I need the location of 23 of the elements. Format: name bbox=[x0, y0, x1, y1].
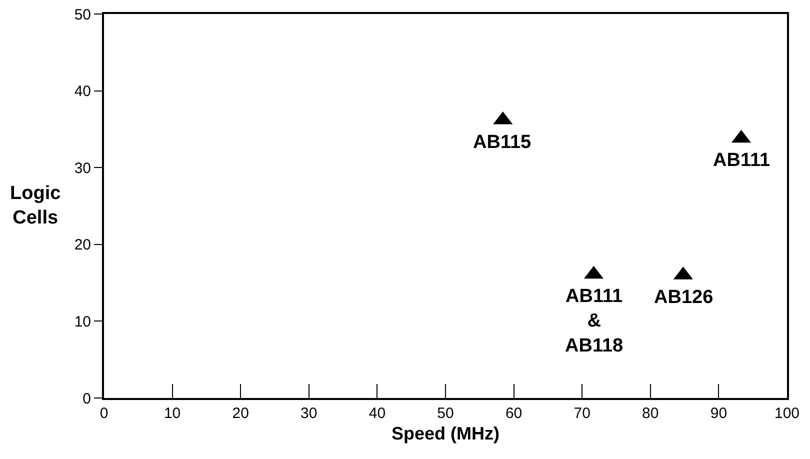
annotation: AB115 bbox=[473, 132, 532, 153]
y-tick-label: 20 bbox=[74, 236, 91, 254]
x-tick-label: 50 bbox=[437, 405, 454, 422]
y-axis-title: Logic Cells bbox=[10, 183, 62, 229]
x-tick-label: 100 bbox=[774, 405, 800, 422]
y-tick-label: 10 bbox=[74, 313, 91, 330]
x-tick-label: 80 bbox=[642, 405, 659, 422]
x-axis-title: Speed (MHz) bbox=[392, 424, 500, 444]
x-tick-label: 10 bbox=[164, 405, 181, 422]
y-tick-label: 40 bbox=[74, 83, 91, 100]
x-tick-label: 70 bbox=[574, 405, 590, 422]
y-tick-label: 30 bbox=[74, 160, 91, 177]
x-tick-label: 90 bbox=[710, 405, 728, 422]
x-tick-label: 40 bbox=[368, 405, 386, 422]
x-tick-label: 20 bbox=[232, 405, 249, 422]
x-tick-label: 0 bbox=[100, 405, 108, 422]
x-tick-label: 30 bbox=[300, 405, 318, 422]
annotation: AB111 bbox=[713, 150, 770, 171]
x-tick-label: 60 bbox=[505, 405, 522, 422]
y-tick-label: 50 bbox=[74, 6, 91, 24]
y-tick-label: 0 bbox=[82, 390, 91, 408]
annotation: AB126 bbox=[654, 287, 714, 308]
annotation: AB111 & AB118 bbox=[565, 286, 624, 356]
